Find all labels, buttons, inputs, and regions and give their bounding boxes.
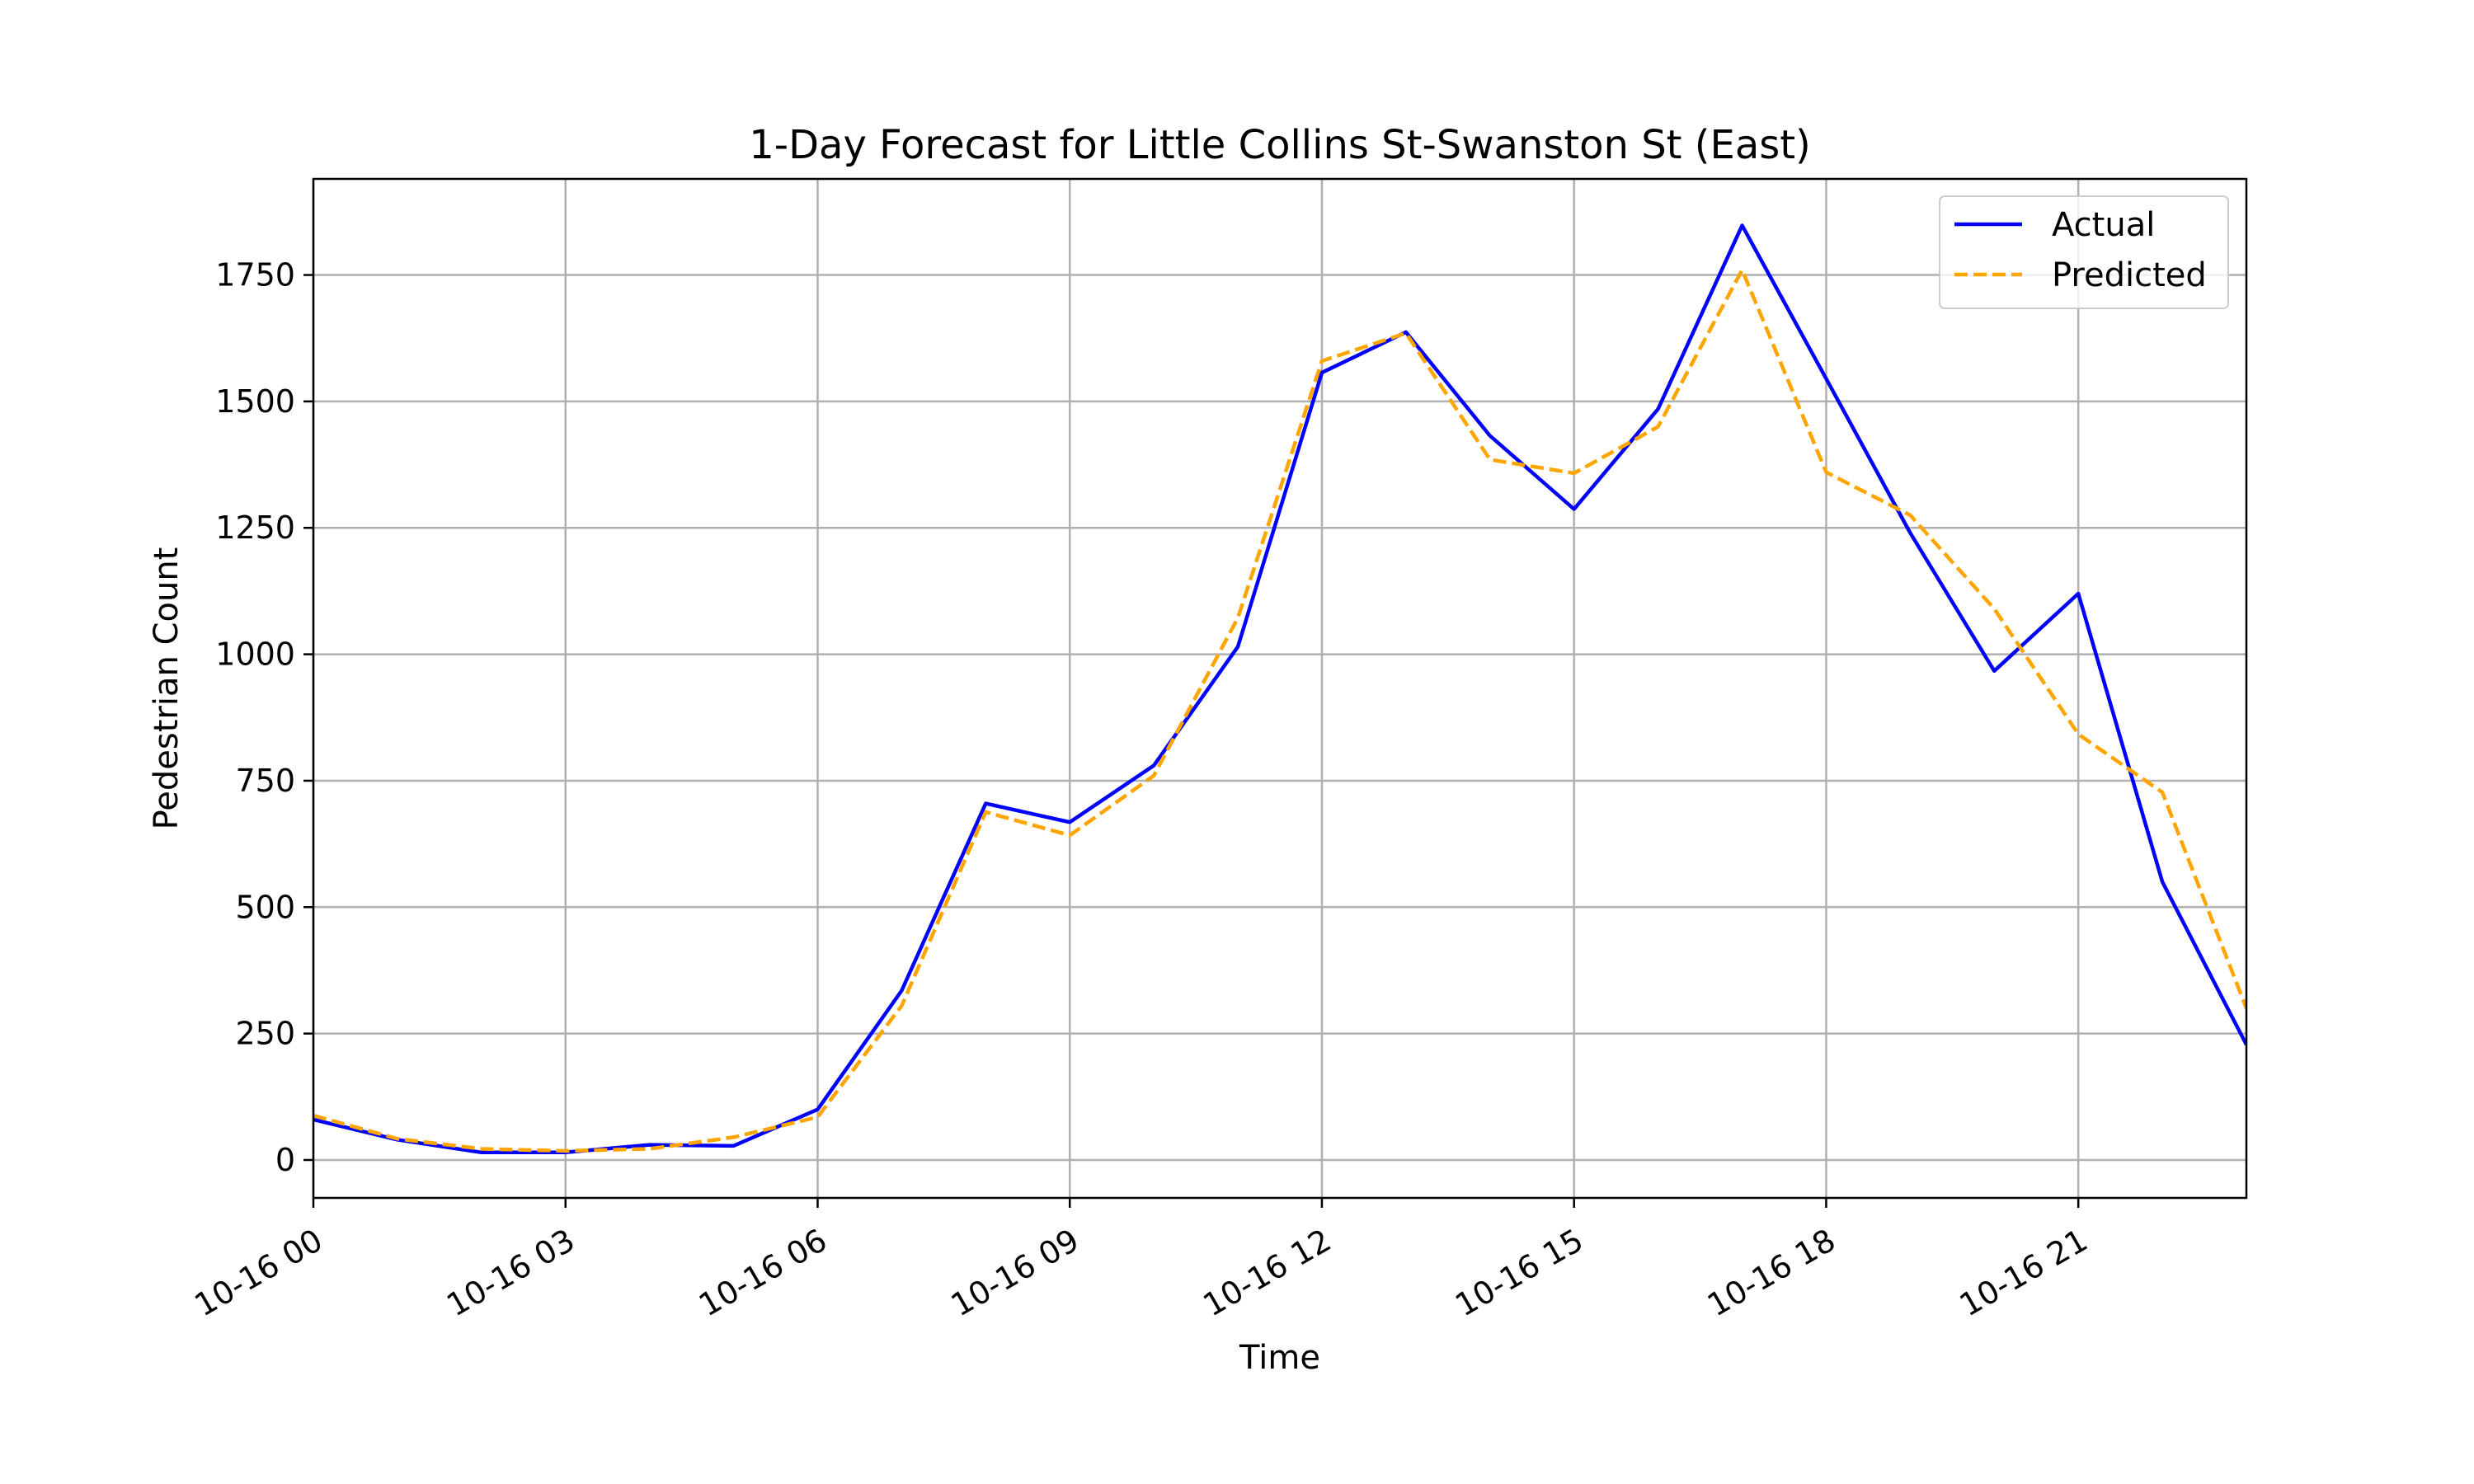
grid-lines [312,179,2246,1198]
plot-frame [312,177,2248,1200]
legend-label-actual: Actual [2052,206,2155,244]
y-tick-label: 0 [275,1142,295,1178]
y-tick-label: 1750 [215,257,295,294]
x-axis-label: Time [1239,1339,1320,1377]
y-tick-label: 1250 [215,510,295,546]
legend-label-predicted: Predicted [2052,256,2207,294]
y-tick-label: 500 [235,889,295,925]
legend: Actual Predicted [1939,195,2229,309]
chart-title: 1-Day Forecast for Little Collins St-Swa… [749,122,1811,168]
y-axis: 0 250 500 750 1000 1250 1500 1750 [215,257,313,1178]
y-tick-label: 250 [235,1016,295,1052]
y-tick-label: 1500 [215,383,295,420]
y-tick-label: 750 [235,763,295,799]
y-axis-label: Pedestrian Count [148,547,186,830]
series-line-predicted [313,268,2246,1153]
series-line-actual [313,223,2246,1155]
y-tick-label: 1000 [215,636,295,673]
series-layer [313,223,2246,1155]
